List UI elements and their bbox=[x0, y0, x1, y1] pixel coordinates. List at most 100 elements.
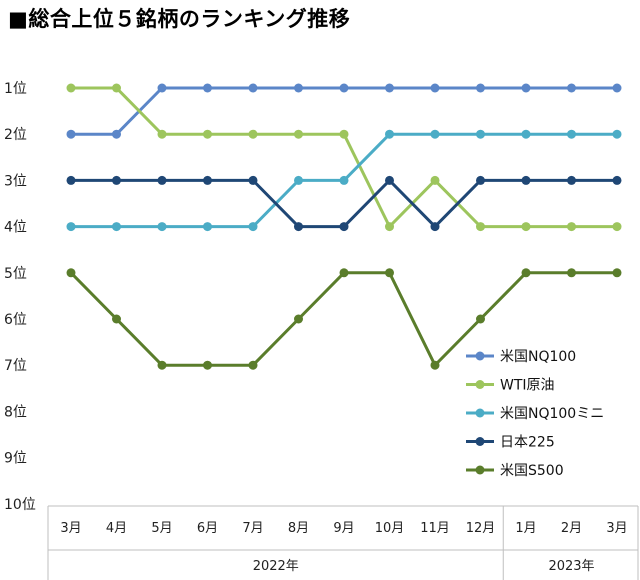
y-tick-label: 2位 bbox=[4, 127, 27, 143]
data-point bbox=[385, 268, 394, 278]
data-point bbox=[476, 129, 485, 139]
legend-swatch-marker bbox=[475, 408, 485, 418]
legend-label: 米国NQ100ミニ bbox=[500, 406, 604, 422]
x-tick-label: 3月 bbox=[606, 521, 627, 536]
data-point bbox=[521, 83, 531, 93]
y-tick-label: 4位 bbox=[4, 220, 27, 236]
data-point bbox=[567, 129, 576, 139]
legend-item[interactable]: WTI原油 bbox=[466, 378, 555, 394]
data-point bbox=[157, 360, 167, 370]
legend-swatch-marker bbox=[475, 437, 485, 446]
x-tick-label: 8月 bbox=[288, 521, 309, 536]
axis-layer: 1位 2位 3位 4位 5位 6位 7位 8位 9位 10位 2022年 2023年 3月 4月 5月 6月 7… bbox=[4, 81, 639, 580]
y-tick-label: 10位 bbox=[4, 497, 36, 513]
data-point bbox=[203, 129, 212, 139]
data-point bbox=[112, 222, 121, 232]
data-point bbox=[567, 83, 576, 93]
data-point bbox=[567, 175, 576, 185]
legend-label: 米国S500 bbox=[500, 463, 564, 479]
year-label: 2023年 bbox=[548, 559, 594, 574]
data-point bbox=[339, 268, 349, 278]
x-tick-label: 7月 bbox=[242, 521, 263, 536]
data-point bbox=[476, 175, 485, 185]
x-tick-label: 6月 bbox=[197, 521, 218, 536]
x-tick-label: 2月 bbox=[561, 521, 582, 536]
data-point bbox=[612, 268, 622, 278]
y-tick-label: 5位 bbox=[4, 266, 27, 282]
data-point bbox=[248, 129, 258, 139]
series-layer bbox=[66, 83, 622, 370]
data-point bbox=[203, 222, 212, 232]
legend-swatch-marker bbox=[475, 465, 485, 475]
legend-item[interactable]: 米国S500 bbox=[466, 463, 564, 479]
data-point bbox=[385, 129, 394, 139]
data-point bbox=[66, 222, 76, 232]
data-point bbox=[430, 360, 440, 370]
data-point bbox=[157, 222, 167, 232]
data-point bbox=[203, 175, 212, 185]
series-3 bbox=[66, 129, 622, 232]
data-point bbox=[294, 175, 303, 185]
x-tick-label: 12月 bbox=[466, 521, 496, 536]
data-point bbox=[339, 129, 349, 139]
data-point bbox=[294, 222, 303, 232]
x-tick-label: 4月 bbox=[106, 521, 127, 536]
data-point bbox=[521, 268, 531, 278]
data-point bbox=[294, 129, 303, 139]
legend-item[interactable]: 日本225 bbox=[466, 435, 555, 451]
legend-item[interactable]: 米国NQ100ミニ bbox=[466, 406, 604, 422]
data-point bbox=[430, 175, 440, 185]
data-point bbox=[112, 83, 121, 93]
data-point bbox=[612, 175, 622, 185]
x-tick-label: 3月 bbox=[60, 521, 81, 536]
y-tick-label: 9位 bbox=[4, 451, 27, 467]
data-point bbox=[248, 175, 258, 185]
data-point bbox=[248, 360, 258, 370]
y-tick-label: 3位 bbox=[4, 173, 27, 189]
data-point bbox=[476, 83, 485, 93]
data-point bbox=[476, 314, 485, 324]
data-point bbox=[612, 129, 622, 139]
data-point bbox=[339, 175, 349, 185]
legend-item[interactable]: 米国NQ100 bbox=[466, 349, 576, 365]
y-tick-label: 1位 bbox=[4, 81, 27, 97]
x-tick-label: 1月 bbox=[515, 521, 536, 536]
data-point bbox=[521, 175, 531, 185]
x-tick-label: 10月 bbox=[375, 521, 405, 536]
legend-label: 米国NQ100 bbox=[500, 349, 576, 365]
data-point bbox=[385, 222, 394, 232]
legend-label: WTI原油 bbox=[500, 378, 555, 394]
data-point bbox=[521, 222, 531, 232]
data-point bbox=[521, 129, 531, 139]
data-point bbox=[430, 222, 440, 232]
data-point bbox=[248, 83, 258, 93]
data-point bbox=[112, 175, 121, 185]
data-point bbox=[66, 175, 76, 185]
data-point bbox=[476, 222, 485, 232]
data-point bbox=[339, 83, 349, 93]
data-point bbox=[66, 83, 76, 93]
data-point bbox=[203, 360, 212, 370]
series-4 bbox=[66, 175, 622, 232]
legend-label: 日本225 bbox=[500, 435, 555, 451]
data-point bbox=[294, 83, 303, 93]
legend-swatch-marker bbox=[475, 351, 485, 361]
data-point bbox=[157, 175, 167, 185]
data-point bbox=[66, 129, 76, 139]
y-tick-label: 8位 bbox=[4, 404, 27, 420]
series-line bbox=[71, 178, 617, 229]
data-point bbox=[567, 268, 576, 278]
data-point bbox=[385, 175, 394, 185]
data-point bbox=[203, 83, 212, 93]
year-label: 2022年 bbox=[253, 559, 299, 574]
series-1 bbox=[66, 83, 622, 139]
data-point bbox=[157, 83, 167, 93]
data-point bbox=[294, 314, 303, 324]
series-2 bbox=[66, 83, 622, 232]
data-point bbox=[157, 129, 167, 139]
data-point bbox=[612, 83, 622, 93]
data-point bbox=[430, 129, 440, 139]
series-line bbox=[71, 86, 617, 136]
data-point bbox=[567, 222, 576, 232]
